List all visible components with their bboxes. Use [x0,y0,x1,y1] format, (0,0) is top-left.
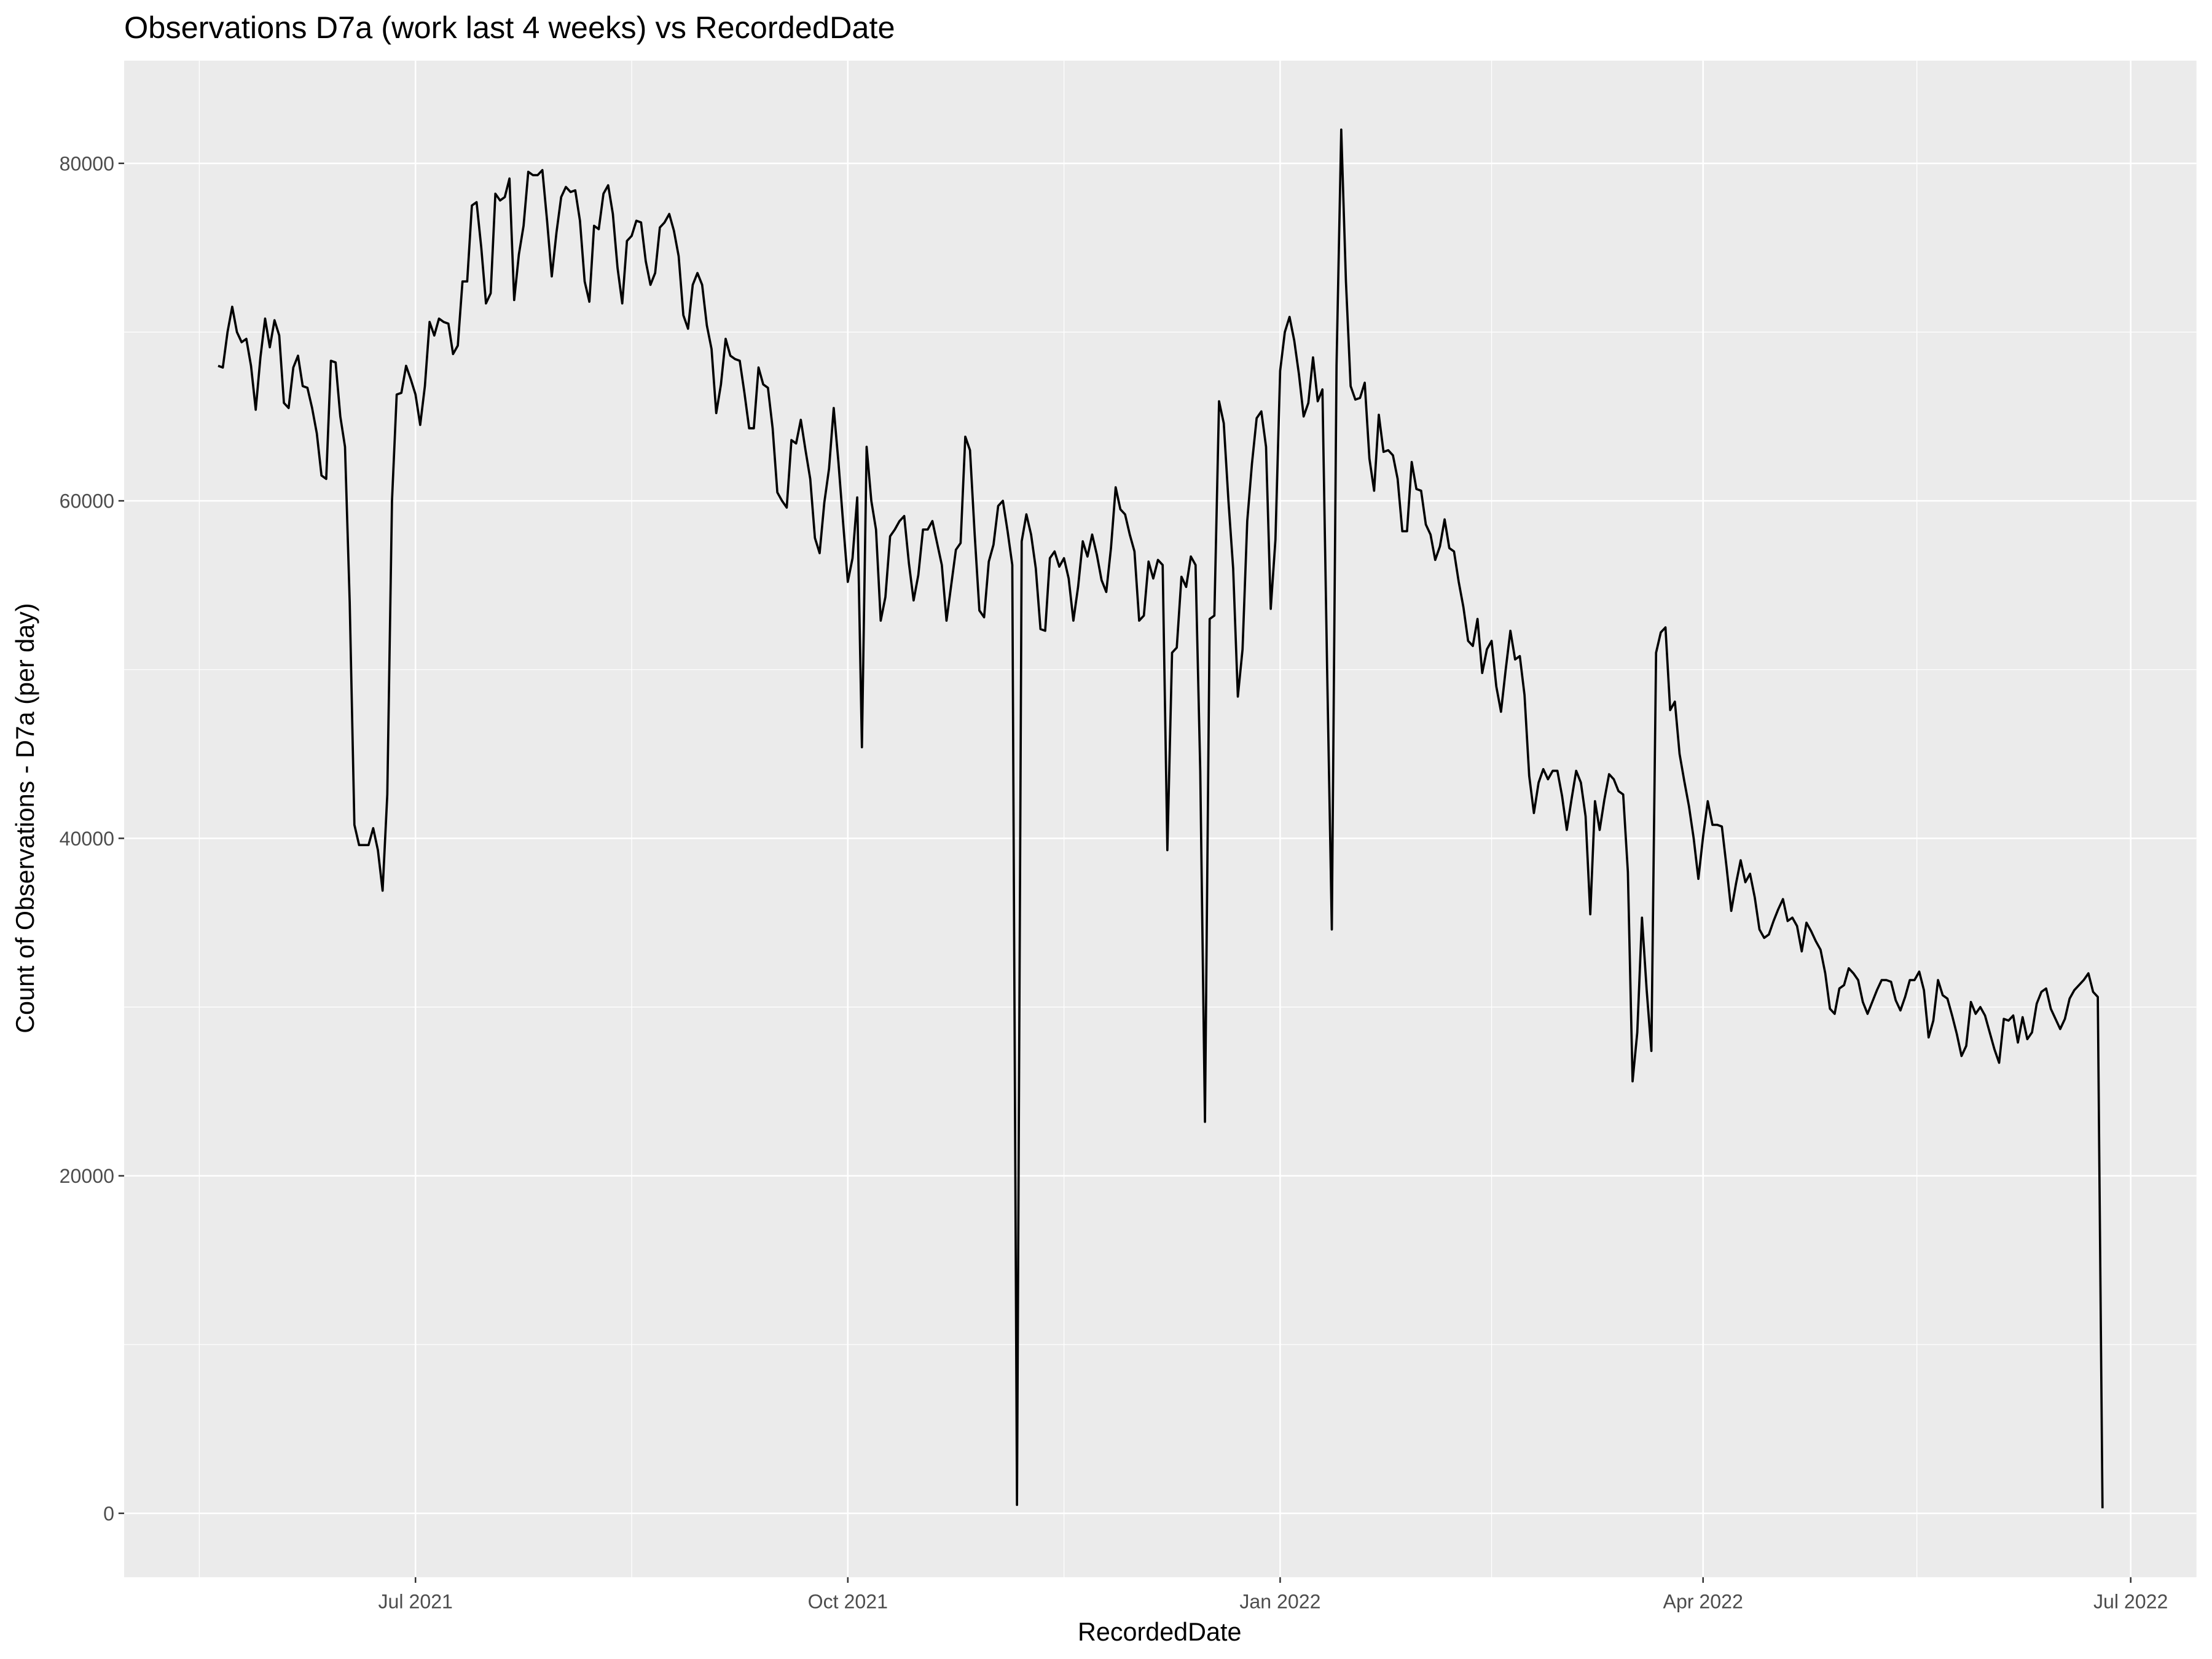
y-tick-label: 0 [103,1502,114,1524]
x-tick-label: Jul 2021 [378,1590,452,1612]
grid [124,60,2197,1577]
marks [218,128,2104,1508]
chart-title: Observations D7a (work last 4 weeks) vs … [124,10,895,45]
x-tick-label: Oct 2021 [808,1590,888,1612]
y-axis-title: Count of Observations - D7a (per day) [11,603,39,1033]
y-tick-label: 40000 [60,828,114,850]
panel [124,60,2197,1577]
y-tick-label: 20000 [60,1165,114,1187]
x-axis-title: RecordedDate [1078,1618,1241,1646]
x-tick-label: Jul 2022 [2093,1590,2168,1612]
y-tick-label: 80000 [60,152,114,175]
axes: 0 20000 40000 60000 80000 Jul 2021 Oct 2021 Jan… [60,152,2168,1612]
data-line [218,128,2104,1508]
y-tick-label: 60000 [60,490,114,512]
x-tick-label: Apr 2022 [1663,1590,1743,1612]
x-tick-label: Jan 2022 [1239,1590,1320,1612]
